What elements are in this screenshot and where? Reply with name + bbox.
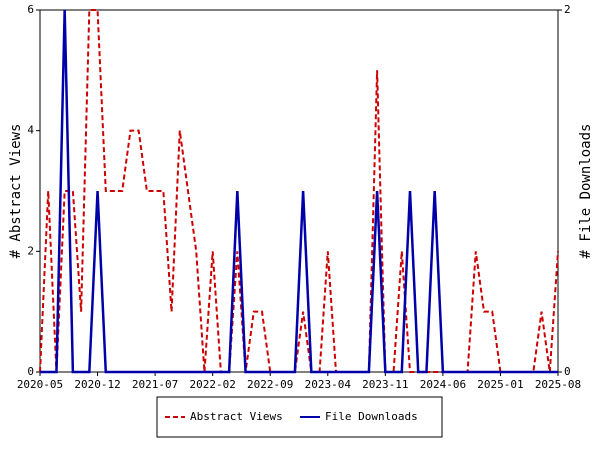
y2-tick-label: 2 — [564, 3, 571, 16]
x-tick-label: 2023-04 — [305, 378, 352, 391]
y-axis-title: # Abstract Views — [8, 124, 24, 259]
legend-label: Abstract Views — [190, 410, 283, 423]
x-tick-label: 2023-11 — [362, 378, 408, 391]
legend-box — [156, 396, 443, 438]
y-tick-label: 4 — [27, 124, 34, 137]
x-tick-label: 2020-12 — [74, 378, 120, 391]
x-tick-label: 2024-06 — [420, 378, 466, 391]
series-line — [39, 9, 559, 373]
plot-frame — [39, 9, 559, 373]
x-tick-label: 2022-02 — [189, 378, 235, 391]
y2-axis-title: # File Downloads — [578, 124, 594, 259]
y-tick-label: 2 — [27, 244, 34, 257]
x-tick-label: 2022-09 — [247, 378, 293, 391]
x-tick-label: 2025-08 — [535, 378, 581, 391]
y2-tick-label: 0 — [564, 365, 571, 378]
x-tick-label: 2025-01 — [477, 378, 523, 391]
x-tick-label: 2020-05 — [17, 378, 63, 391]
legend-label: File Downloads — [325, 410, 418, 423]
y-tick-label: 6 — [27, 3, 34, 16]
y-tick-label: 0 — [27, 365, 34, 378]
x-tick-label: 2021-07 — [132, 378, 178, 391]
series-line — [40, 9, 558, 374]
